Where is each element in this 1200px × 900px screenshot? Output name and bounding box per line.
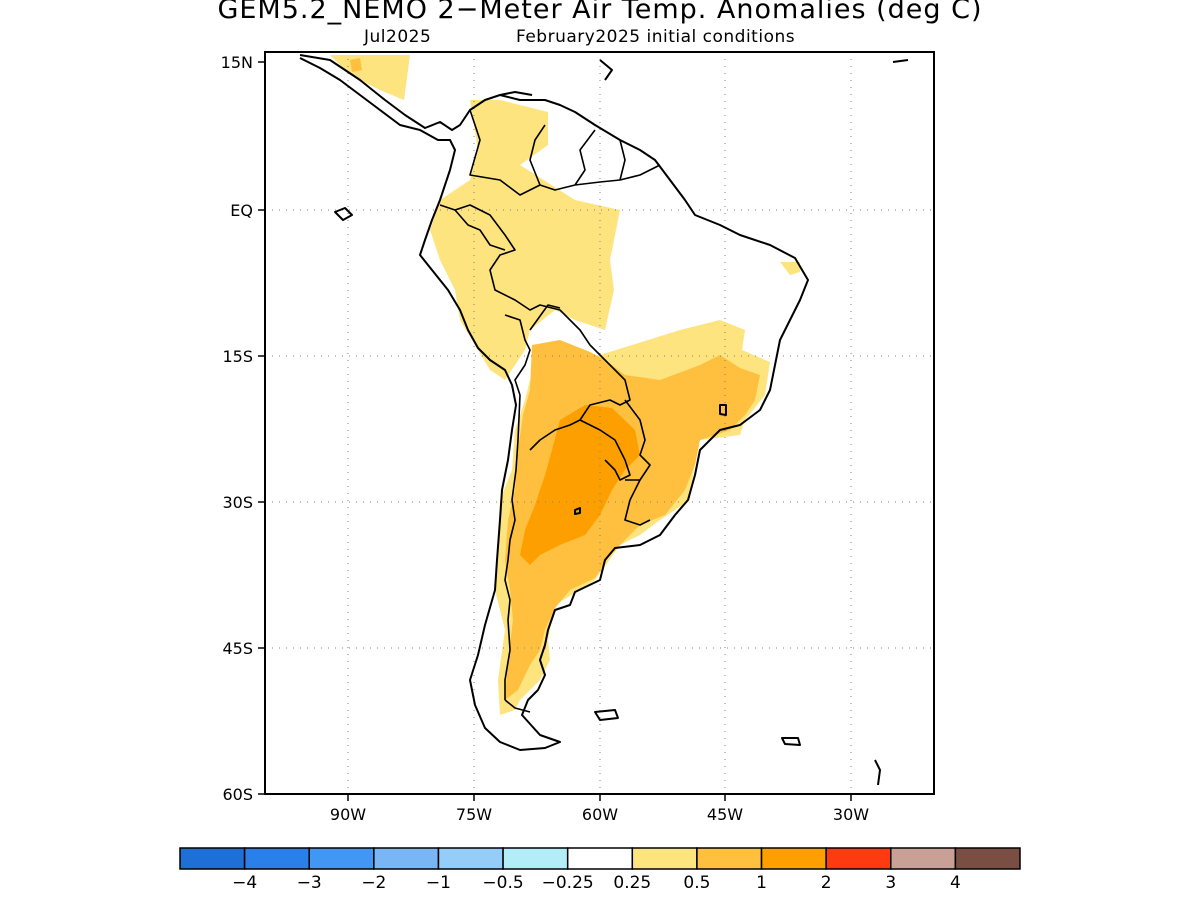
lat-tick-label: 15S [222, 347, 253, 366]
lat-tick-label: 45S [222, 639, 253, 658]
colorbar-labels: −4 −3 −2 −1 −0.5 −0.25 0.25 0.5 1 2 3 4 [232, 873, 961, 893]
colorbar-swatch [373, 847, 440, 870]
colorbar-swatch [437, 847, 504, 870]
longitude-axis [347, 794, 852, 801]
latitude-axis [258, 61, 265, 795]
colorbar-swatch [696, 847, 763, 870]
colorbar-swatch [566, 847, 634, 870]
colorbar-label: −0.25 [542, 873, 594, 893]
lon-tick-label: 30W [833, 805, 869, 824]
lon-tick-label: 45W [707, 805, 743, 824]
colorbar-label: −0.5 [482, 873, 523, 893]
lat-tick-label: EQ [230, 201, 253, 220]
lat-tick-label: 30S [222, 493, 253, 512]
gridlines [265, 52, 934, 794]
colorbar-swatch [179, 847, 246, 870]
colorbar-swatch [243, 847, 310, 870]
colorbar-label: −4 [232, 873, 257, 893]
anomaly-shading-strong [520, 405, 640, 565]
country-borders [439, 109, 661, 713]
colorbar-swatch [825, 847, 892, 870]
colorbar-swatch [954, 847, 1021, 870]
colorbar-label: 4 [950, 873, 961, 893]
colorbar-label: 3 [885, 873, 896, 893]
anomaly-shading-medium [350, 58, 760, 700]
colorbar [179, 847, 1021, 870]
colorbar-label: −2 [361, 873, 386, 893]
chart-title: GEM5.2_NEMO 2−Meter Air Temp. Anomalies … [217, 0, 983, 25]
valid-month-label: Jul2025 [364, 27, 432, 47]
lon-tick-label: 75W [456, 805, 492, 824]
map-plot-area [265, 52, 934, 794]
initial-conditions-label: February2025 initial conditions [516, 27, 796, 47]
colorbar-swatch [890, 847, 957, 870]
colorbar-label: 0.25 [613, 873, 651, 893]
lat-tick-label: 60S [222, 785, 253, 804]
colorbar-swatch [631, 847, 698, 870]
colorbar-swatch [760, 847, 827, 870]
colorbar-label: 1 [756, 873, 767, 893]
lat-tick-label: 15N [221, 53, 253, 72]
lon-tick-label: 60W [582, 805, 618, 824]
colorbar-label: −1 [426, 873, 451, 893]
colorbar-label: 2 [821, 873, 832, 893]
colorbar-label: 0.5 [683, 873, 710, 893]
coastlines [299, 54, 909, 786]
colorbar-swatch [308, 847, 375, 870]
colorbar-label: −3 [297, 873, 322, 893]
lon-tick-label: 90W [330, 805, 366, 824]
colorbar-swatch [502, 847, 569, 870]
